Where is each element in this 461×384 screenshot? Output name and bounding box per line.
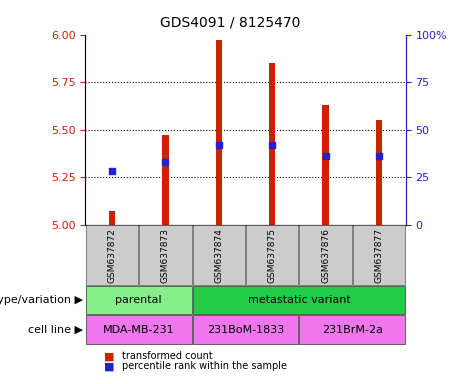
Point	[322, 153, 329, 159]
Bar	[109, 211, 115, 225]
Text: GSM637874: GSM637874	[214, 228, 223, 283]
Text: GSM637872: GSM637872	[107, 228, 117, 283]
Text: 231BrM-2a: 231BrM-2a	[322, 324, 383, 335]
Text: cell line ▶: cell line ▶	[28, 324, 83, 335]
Bar	[322, 105, 329, 225]
Bar	[376, 120, 382, 225]
Text: parental: parental	[115, 295, 162, 305]
Bar	[216, 40, 222, 225]
Text: GDS4091 / 8125470: GDS4091 / 8125470	[160, 15, 301, 29]
Text: ■: ■	[104, 361, 114, 371]
Text: genotype/variation ▶: genotype/variation ▶	[0, 295, 83, 305]
Text: GSM637873: GSM637873	[161, 228, 170, 283]
Text: metastatic variant: metastatic variant	[248, 295, 350, 305]
Point	[108, 168, 116, 174]
Bar	[162, 135, 169, 225]
Text: transformed count: transformed count	[122, 351, 213, 361]
Text: MDA-MB-231: MDA-MB-231	[103, 324, 175, 335]
Text: percentile rank within the sample: percentile rank within the sample	[122, 361, 287, 371]
Bar	[269, 63, 275, 225]
Point	[375, 153, 383, 159]
Point	[215, 142, 223, 148]
Text: 231BoM-1833: 231BoM-1833	[207, 324, 284, 335]
Point	[162, 159, 169, 165]
Point	[268, 142, 276, 148]
Text: GSM637876: GSM637876	[321, 228, 330, 283]
Text: GSM637875: GSM637875	[268, 228, 277, 283]
Text: GSM637877: GSM637877	[374, 228, 384, 283]
Text: ■: ■	[104, 351, 114, 361]
